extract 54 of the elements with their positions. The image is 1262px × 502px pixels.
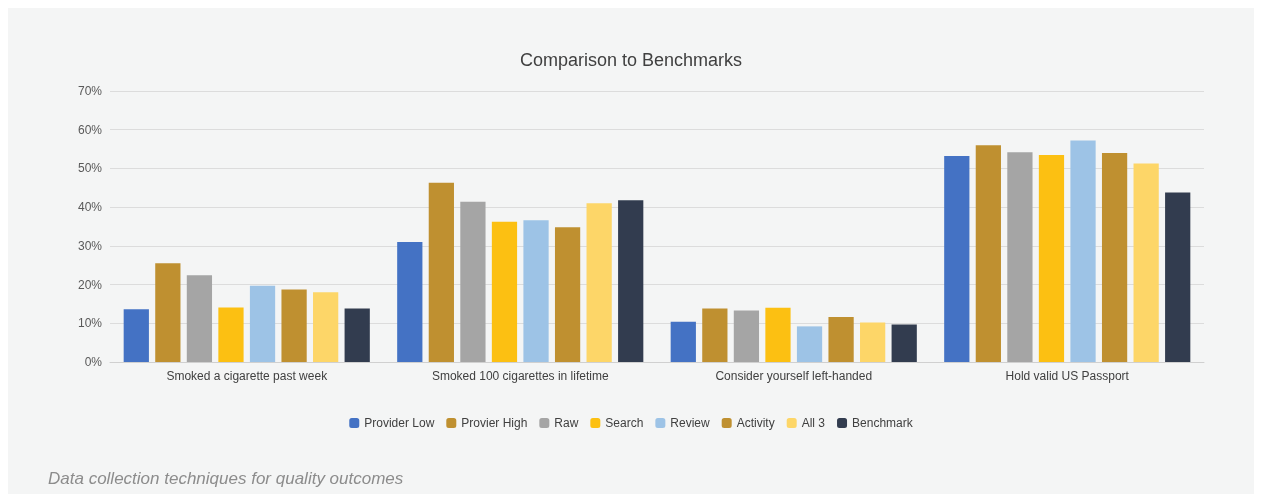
x-tick-label: Consider yourself left-handed <box>715 369 873 383</box>
text: Data collection techniques for quality outcomes <box>48 469 404 488</box>
bar <box>155 263 181 362</box>
legend-label: Provider Low <box>364 416 435 430</box>
bar <box>218 307 244 362</box>
chart-title: Comparison to Benchmarks <box>519 50 743 70</box>
y-tick-label: 10% <box>77 316 103 331</box>
y-tick-label: 0% <box>84 355 103 369</box>
legend-label: Raw <box>554 416 579 430</box>
y-tick-label: 70% <box>77 84 103 98</box>
legend-label: All 3 <box>801 416 826 430</box>
bar <box>428 182 454 362</box>
bar <box>586 203 612 362</box>
bar <box>460 201 486 362</box>
bar <box>249 285 276 362</box>
legend-label: Review <box>670 416 711 430</box>
bar <box>828 317 854 362</box>
bar <box>1007 152 1033 362</box>
bar <box>891 324 917 362</box>
bar <box>975 145 1001 362</box>
bar <box>733 310 760 362</box>
x-tick-label: Smoked 100 cigarettes in lifetime <box>431 369 609 383</box>
bar <box>1038 154 1065 362</box>
bar <box>1070 140 1096 362</box>
bar <box>123 309 149 362</box>
bar <box>491 221 518 362</box>
legend-label: Provier High <box>461 416 528 430</box>
y-tick-label: 30% <box>77 238 103 253</box>
y-tick-label: 20% <box>77 277 103 292</box>
bar <box>670 321 696 362</box>
bar <box>765 307 791 362</box>
y-tick-label: 60% <box>77 122 103 137</box>
bar <box>796 326 823 362</box>
bar <box>397 241 423 362</box>
bar <box>860 322 886 362</box>
legend-label: Search <box>605 416 644 430</box>
y-tick-label: 50% <box>77 161 103 176</box>
bar <box>618 200 644 362</box>
y-tick-label: 40% <box>77 200 103 215</box>
bar <box>1133 163 1159 362</box>
x-tick-label: Smoked a cigarette past week <box>166 369 329 383</box>
bar <box>1165 192 1191 362</box>
bar <box>554 227 581 362</box>
legend-label: Benchmark <box>852 416 914 430</box>
bar <box>1101 152 1128 362</box>
bar <box>944 156 970 362</box>
x-tick-label: Hold valid US Passport <box>1005 369 1130 383</box>
bar <box>523 220 549 362</box>
bar <box>281 289 307 362</box>
bar <box>186 275 213 362</box>
bar <box>702 308 728 362</box>
legend-label: Activity <box>736 416 775 430</box>
bar <box>313 292 339 362</box>
bar <box>344 308 370 362</box>
